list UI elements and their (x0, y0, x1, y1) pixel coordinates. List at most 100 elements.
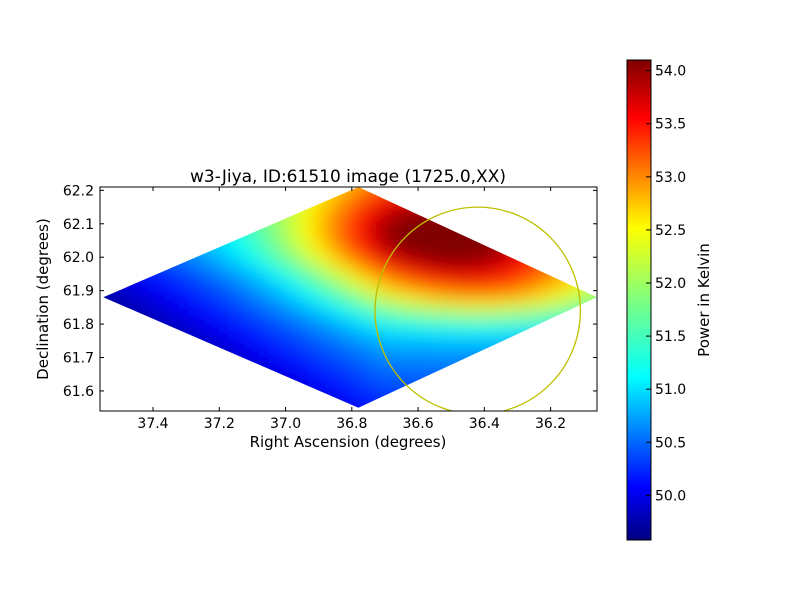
heatmap-cell (320, 215, 329, 224)
heatmap-cell (464, 311, 473, 320)
heatmap-cell (248, 343, 257, 352)
heatmap-cell (512, 415, 521, 424)
heatmap-cell (512, 423, 521, 432)
heatmap-cell (248, 231, 257, 240)
heatmap-cell (600, 383, 609, 392)
heatmap-cell (104, 295, 113, 304)
heatmap-cell (360, 207, 369, 216)
heatmap-cell (304, 367, 313, 376)
heatmap-cell (616, 311, 625, 320)
heatmap-cell (352, 215, 361, 224)
heatmap-cell (264, 295, 273, 304)
heatmap-cell (296, 287, 305, 296)
heatmap-cell (440, 343, 449, 352)
heatmap-cell (152, 271, 161, 280)
heatmap-cell (312, 247, 321, 256)
heatmap-cell (504, 303, 513, 312)
heatmap-cell (328, 199, 337, 208)
heatmap-cell (392, 215, 401, 224)
heatmap-cell (352, 247, 361, 256)
heatmap-cell (488, 287, 497, 296)
heatmap-cell (472, 263, 481, 272)
heatmap-cell (288, 335, 297, 344)
heatmap-cell (496, 335, 505, 344)
heatmap-cell (328, 295, 337, 304)
heatmap-cell (616, 199, 625, 208)
heatmap-cell (192, 287, 201, 296)
heatmap-cell (400, 207, 409, 216)
heatmap-cell (176, 167, 185, 176)
heatmap-cell (424, 255, 433, 264)
heatmap-cell (352, 327, 361, 336)
heatmap-cell (360, 319, 369, 328)
heatmap-cell (600, 311, 609, 320)
heatmap-cell (328, 271, 337, 280)
heatmap-cell (400, 287, 409, 296)
heatmap-cell (448, 303, 457, 312)
heatmap-cell (416, 319, 425, 328)
heatmap-cell (376, 415, 385, 424)
heatmap-cell (176, 287, 185, 296)
heatmap-cell (344, 367, 353, 376)
heatmap-cell (240, 247, 249, 256)
heatmap-cell (616, 239, 625, 248)
heatmap-cell (400, 247, 409, 256)
heatmap-cell (600, 287, 609, 296)
heatmap-cell (288, 367, 297, 376)
heatmap-cell (480, 271, 489, 280)
heatmap-cell (160, 175, 169, 184)
heatmap-cell (168, 287, 177, 296)
heatmap-cell (600, 231, 609, 240)
heatmap-cell (88, 303, 97, 312)
heatmap-cell (352, 335, 361, 344)
heatmap-cell (376, 327, 385, 336)
heatmap-cell (352, 263, 361, 272)
heatmap-cell (336, 207, 345, 216)
heatmap-cell (160, 319, 169, 328)
heatmap-cell (240, 295, 249, 304)
heatmap-cell (288, 279, 297, 288)
heatmap-cell (200, 279, 209, 288)
heatmap-cell (376, 287, 385, 296)
heatmap-cell (456, 279, 465, 288)
heatmap-cell (272, 303, 281, 312)
heatmap-cell (480, 279, 489, 288)
heatmap-cell (352, 375, 361, 384)
heatmap-cell (432, 263, 441, 272)
heatmap-cell (552, 175, 561, 184)
heatmap-cell (248, 295, 257, 304)
heatmap-cell (296, 375, 305, 384)
heatmap-cell (328, 287, 337, 296)
heatmap-cell (472, 295, 481, 304)
heatmap-cell (616, 279, 625, 288)
y-axis-ticks: 61.6 61.7 61.8 61.9 62.0 62.1 62.2 (63, 183, 597, 400)
heatmap-cell (128, 303, 137, 312)
heatmap-cell (416, 367, 425, 376)
heatmap-cell (608, 287, 617, 296)
heatmap-cell (400, 239, 409, 248)
heatmap-cell (328, 311, 337, 320)
heatmap-cell (344, 375, 353, 384)
heatmap-cell (424, 295, 433, 304)
heatmap-cell (344, 271, 353, 280)
heatmap-cell (584, 295, 593, 304)
heatmap-cell (352, 319, 361, 328)
heatmap-cell (360, 215, 369, 224)
heatmap-cell (432, 295, 441, 304)
colorbar (626, 59, 652, 541)
heatmap-cell (432, 247, 441, 256)
heatmap-cell (528, 175, 537, 184)
heatmap-cell (456, 239, 465, 248)
heatmap-cell (304, 327, 313, 336)
heatmap-cell (88, 423, 97, 432)
heatmap-cell (104, 415, 113, 424)
heatmap-cell (264, 247, 273, 256)
heatmap-cell (168, 279, 177, 288)
heatmap-cell (80, 335, 89, 344)
heatmap-cell (304, 215, 313, 224)
heatmap-cell (280, 279, 289, 288)
heatmap-cell (408, 343, 417, 352)
heatmap-cell (240, 263, 249, 272)
heatmap-cell (248, 335, 257, 344)
heatmap-cell (360, 239, 369, 248)
